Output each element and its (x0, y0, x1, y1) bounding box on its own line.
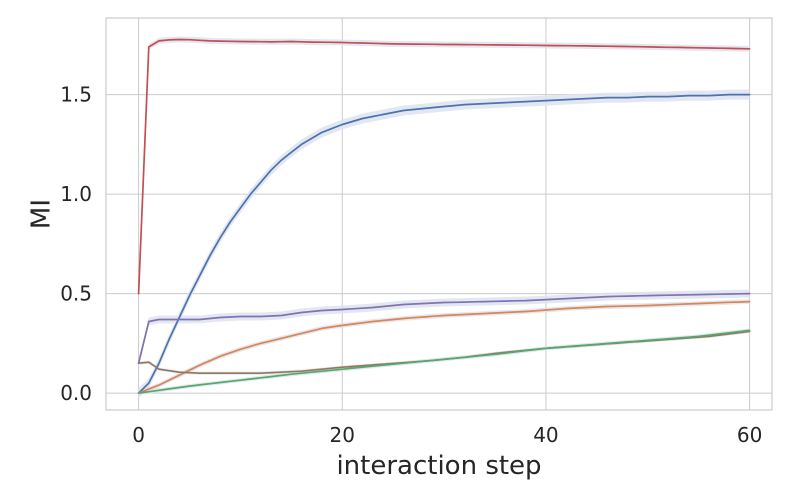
series-band-0 (138, 36, 750, 297)
y-axis-label: MI (27, 199, 57, 229)
y-tick-label: 1.5 (60, 83, 92, 107)
x-tick-label: 20 (330, 423, 355, 447)
x-axis-label: interaction step (336, 451, 541, 481)
series-line-2 (137, 292, 751, 365)
x-tick-label: 0 (132, 423, 145, 447)
series-line-0 (137, 38, 751, 295)
y-tick-label: 1.0 (60, 182, 92, 206)
y-tick-label: 0.0 (60, 381, 92, 405)
series-line-1 (137, 93, 751, 394)
y-tick-labels: 0.0 0.5 1.0 1.5 (60, 83, 92, 405)
x-tick-label: 40 (533, 423, 558, 447)
grid (106, 18, 772, 410)
series-lines (137, 38, 751, 394)
y-tick-label: 0.5 (60, 282, 92, 306)
confidence-bands (138, 36, 750, 399)
x-tick-label: 60 (737, 423, 762, 447)
x-tick-labels: 0 20 40 60 (132, 423, 762, 447)
series-line-3 (137, 300, 751, 394)
series-line-5 (137, 329, 751, 394)
series-band-5 (138, 328, 750, 396)
plot-frame (105, 17, 773, 411)
series-band-2 (138, 289, 750, 368)
